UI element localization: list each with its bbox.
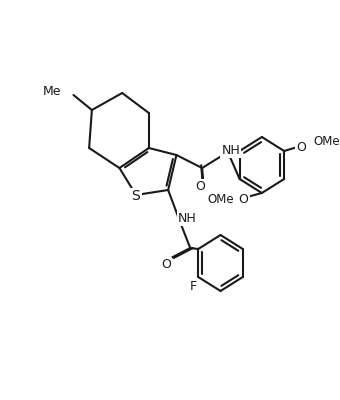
Text: F: F — [190, 280, 197, 293]
Text: O: O — [296, 141, 306, 154]
Text: NH: NH — [221, 144, 240, 157]
Text: Me: Me — [43, 85, 62, 98]
Text: S: S — [132, 190, 140, 204]
Text: NH: NH — [178, 212, 197, 225]
Text: O: O — [162, 258, 171, 271]
Text: OMe: OMe — [313, 135, 340, 148]
Text: O: O — [239, 193, 249, 206]
Text: O: O — [195, 180, 205, 193]
Text: OMe: OMe — [208, 193, 234, 206]
